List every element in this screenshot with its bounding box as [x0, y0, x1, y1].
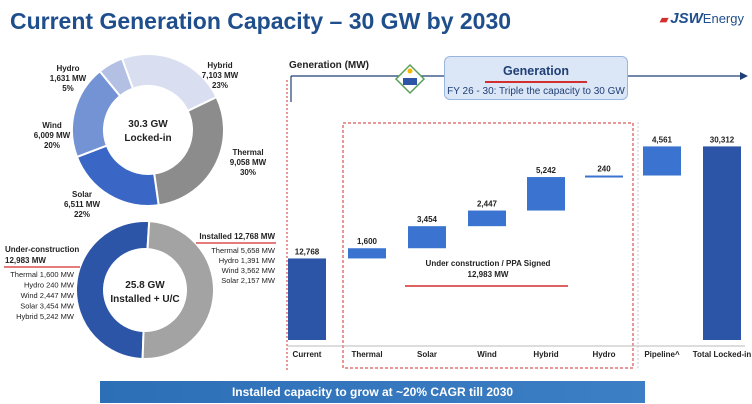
- bar-value-label: 12,768: [295, 247, 320, 256]
- bar-wind: [468, 210, 506, 227]
- under-construction-dashed-box: [342, 122, 634, 369]
- generation-axis-label: Generation (MW): [289, 60, 369, 71]
- x-tick-label: Hydro: [592, 350, 615, 359]
- logo-text: Energy: [702, 11, 744, 26]
- donut1-label-mw-thermal: 9,058 MW: [230, 158, 267, 167]
- bar-total-locked-in: [703, 146, 741, 340]
- donut2-uc-item: Hybrid 5,242 MW: [16, 312, 75, 321]
- x-tick-label: Thermal: [351, 350, 382, 359]
- donut2-center-value: 25.8 GW: [125, 280, 165, 291]
- bar-thermal: [348, 248, 386, 259]
- x-tick-label: Current: [293, 350, 322, 359]
- solar-panel-icon: [403, 78, 417, 85]
- donut2-center-label: Installed + U/C: [110, 294, 179, 305]
- bar-value-label: 240: [597, 165, 611, 174]
- bar-value-label: 30,312: [710, 135, 735, 144]
- donut1-slice-hybrid: [120, 53, 218, 113]
- bar-hybrid: [527, 177, 565, 211]
- donut2-uc-title: Under-construction: [5, 245, 79, 254]
- generation-target-box: Generation FY 26 - 30: Triple the capaci…: [444, 56, 628, 100]
- x-tick-label: Wind: [477, 350, 497, 359]
- generation-box-title: Generation: [503, 64, 569, 78]
- donut1-label-pct-hydro: 5%: [62, 84, 74, 93]
- sun-icon: [407, 68, 413, 74]
- bar-value-label: 5,242: [536, 166, 557, 175]
- donut1-label-mw-solar: 6,511 MW: [64, 200, 100, 209]
- donut2-uc-item: Wind 2,447 MW: [21, 291, 75, 300]
- bar-current: [288, 258, 326, 340]
- bar-value-label: 4,561: [652, 135, 673, 144]
- donut2-uc-total: 12,983 MW: [5, 256, 46, 265]
- donut1-label-pct-thermal: 30%: [240, 168, 256, 177]
- donut1-center-label: Locked-in: [124, 133, 171, 144]
- donut1-label-name-hydro: Hydro: [56, 64, 79, 73]
- arrow-right-icon: [740, 72, 748, 80]
- donut1-center-value: 30.3 GW: [128, 119, 168, 130]
- bar-value-label: 1,600: [357, 237, 378, 246]
- uc-annotation-line2: 12,983 MW: [468, 270, 509, 279]
- cagr-banner: Installed capacity to grow at ~20% CAGR …: [100, 381, 645, 403]
- donut1-label-mw-hybrid: 7,103 MW: [202, 71, 239, 80]
- bar-hydro: [585, 175, 623, 178]
- donut2-installed-title: Installed 12,768 MW: [199, 232, 275, 241]
- donut2-installed-item: Wind 3,562 MW: [222, 266, 276, 275]
- donut1-label-name-hybrid: Hybrid: [207, 61, 232, 70]
- donut2-uc-item: Thermal 1,600 MW: [10, 270, 75, 279]
- uc-annotation-line1: Under construction / PPA Signed: [426, 259, 551, 268]
- bar-solar: [408, 226, 446, 249]
- generation-box-subtitle: FY 26 - 30: Triple the capacity to 30 GW: [447, 86, 625, 97]
- x-tick-label: Total Locked-in: [693, 350, 752, 359]
- donut1-label-name-thermal: Thermal: [232, 148, 263, 157]
- page-title: Current Generation Capacity – 30 GW by 2…: [10, 8, 512, 34]
- donut1-label-pct-hybrid: 23%: [212, 81, 228, 90]
- donut1-label-name-solar: Solar: [72, 190, 92, 199]
- bar-value-label: 2,447: [477, 200, 498, 209]
- donut1-label-pct-wind: 20%: [44, 141, 60, 150]
- donut1-slice-hydro: [98, 57, 135, 98]
- x-tick-label: Solar: [417, 350, 437, 359]
- donut1-label-mw-wind: 6,009 MW: [34, 131, 71, 140]
- bar-value-label: 3,454: [417, 215, 438, 224]
- donut2-slice-under-construction: [75, 220, 151, 360]
- x-tick-label: Hybrid: [533, 350, 558, 359]
- company-logo: ▰ JSWEnergy: [660, 10, 744, 27]
- donut2-uc-item: Hydro 240 MW: [24, 281, 75, 290]
- donut2-installed-item: Thermal 5,658 MW: [211, 246, 276, 255]
- donut2-installed-item: Hydro 1,391 MW: [219, 256, 276, 265]
- donut2-installed-item: Solar 2,157 MW: [221, 276, 276, 285]
- donut2-slice-installed: [141, 220, 215, 360]
- generation-box-underline: [485, 81, 587, 83]
- donut1-label-pct-solar: 22%: [74, 210, 90, 219]
- bar-pipeline-: [643, 146, 681, 176]
- logo-mark-icon: ▰: [659, 14, 669, 26]
- donut2-uc-item: Solar 3,454 MW: [20, 302, 75, 311]
- donut1-label-mw-hydro: 1,631 MW: [50, 74, 87, 83]
- donut1-slice-thermal: [153, 95, 225, 207]
- logo-mark: JSW: [670, 10, 703, 27]
- x-tick-label: Pipeline^: [644, 350, 680, 359]
- donut1-label-name-wind: Wind: [42, 121, 62, 130]
